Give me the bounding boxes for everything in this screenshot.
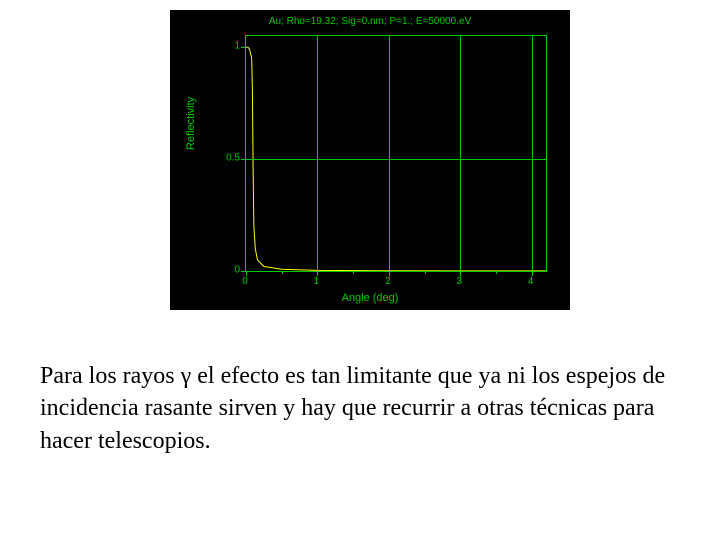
plot-area	[245, 35, 547, 272]
y-axis-label: Reflectivity	[185, 97, 197, 150]
grid-line-vertical	[317, 36, 318, 271]
reflectivity-curve	[246, 36, 546, 271]
y-tick	[241, 271, 246, 272]
reflectivity-chart: Au; Rho=19.32; Sig=0.nm; P=1.; E=50000.e…	[170, 10, 570, 310]
grid-line-horizontal	[246, 159, 546, 160]
x-minor-tick	[496, 271, 497, 274]
grid-line-vertical	[389, 36, 390, 271]
y-tick	[241, 159, 246, 160]
y-tick-label: 0	[220, 265, 240, 276]
y-tick	[241, 47, 246, 48]
x-tick-label: 2	[385, 276, 391, 287]
x-minor-tick	[425, 271, 426, 274]
body-paragraph: Para los rayos γ el efecto es tan limita…	[40, 360, 680, 457]
y-tick-label: 1	[220, 41, 240, 52]
chart-title: Au; Rho=19.32; Sig=0.nm; P=1.; E=50000.e…	[170, 16, 570, 27]
x-tick-label: 0	[242, 276, 248, 287]
grid-line-vertical	[460, 36, 461, 271]
x-tick-label: 4	[528, 276, 534, 287]
x-tick-label: 1	[314, 276, 320, 287]
y-tick-label: 0.5	[220, 153, 240, 164]
x-minor-tick	[282, 271, 283, 274]
grid-line-vertical	[532, 36, 533, 271]
x-minor-tick	[353, 271, 354, 274]
x-axis-label: Angle (deg)	[170, 292, 570, 304]
x-tick-label: 3	[457, 276, 463, 287]
